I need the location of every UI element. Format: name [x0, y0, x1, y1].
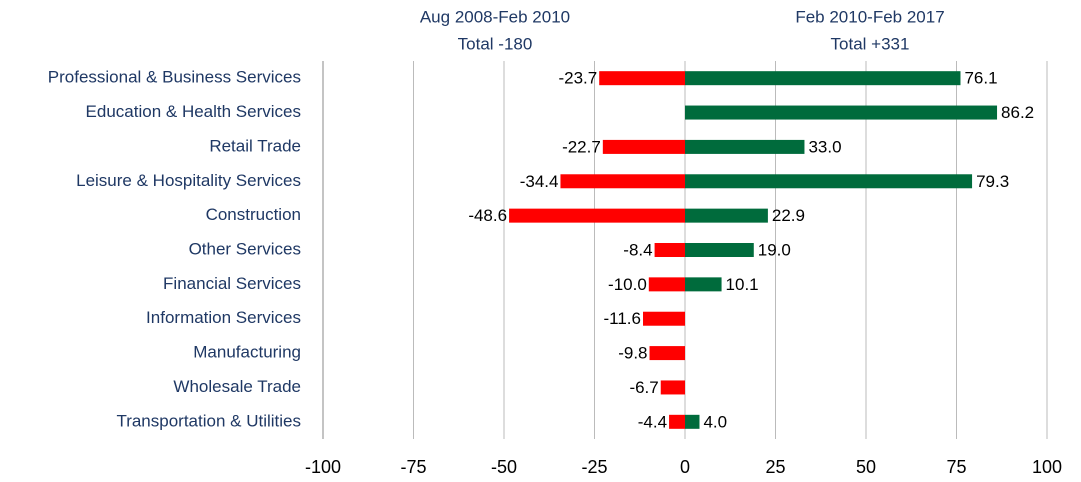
- category-label: Retail Trade: [209, 136, 301, 155]
- value-label: -11.6: [604, 309, 642, 328]
- bar: [685, 139, 805, 154]
- value-label: -10.0: [608, 275, 647, 294]
- bar: [685, 208, 768, 223]
- bar: [509, 208, 685, 223]
- bar: [649, 346, 685, 361]
- series-total: Total -180: [458, 34, 533, 53]
- value-label: 10.1: [726, 275, 759, 294]
- category-label: Leisure & Hospitality Services: [76, 171, 301, 190]
- category-label: Other Services: [189, 239, 301, 258]
- value-label: -34.4: [520, 172, 559, 191]
- bar: [685, 105, 998, 120]
- category-label: Wholesale Trade: [173, 377, 301, 396]
- series-total: Total +331: [831, 34, 910, 53]
- value-label: 79.3: [976, 172, 1009, 191]
- x-tick-label: 100: [1032, 457, 1062, 477]
- bar: [669, 414, 685, 429]
- category-label: Transportation & Utilities: [116, 411, 301, 430]
- value-label: 22.9: [772, 206, 805, 225]
- category-label: Financial Services: [163, 274, 301, 293]
- bar: [648, 277, 685, 292]
- x-tick-label: -75: [400, 457, 426, 477]
- bar: [685, 243, 754, 257]
- value-label: 19.0: [758, 240, 791, 259]
- value-label: -48.6: [468, 206, 507, 225]
- category-label: Manufacturing: [193, 343, 301, 362]
- category-label: Construction: [206, 205, 301, 224]
- value-label: -23.7: [558, 69, 597, 88]
- x-tick-label: 0: [680, 457, 690, 477]
- series-header: Feb 2010-Feb 2017: [795, 7, 944, 26]
- bar: [602, 139, 685, 154]
- value-label: 33.0: [808, 137, 841, 156]
- bar: [599, 71, 685, 86]
- category-label: Education & Health Services: [86, 102, 301, 121]
- value-label: -9.8: [618, 344, 647, 363]
- x-tick-label: -50: [491, 457, 517, 477]
- value-label: 4.0: [703, 412, 727, 431]
- bar: [560, 174, 685, 189]
- x-tick-label: -100: [305, 457, 341, 477]
- category-label: Information Services: [146, 308, 301, 327]
- bar: [685, 277, 722, 292]
- value-label: 76.1: [964, 69, 997, 88]
- value-label: -8.4: [623, 240, 652, 259]
- x-tick-label: -25: [581, 457, 607, 477]
- bar: [654, 243, 685, 257]
- category-label: Professional & Business Services: [48, 68, 301, 87]
- value-label: -4.4: [638, 412, 667, 431]
- value-label: -6.7: [629, 378, 658, 397]
- bar: [685, 414, 700, 429]
- x-tick-label: 25: [765, 457, 785, 477]
- series-header: Aug 2008-Feb 2010: [420, 7, 570, 26]
- value-label: 86.2: [1001, 103, 1034, 122]
- bar: [685, 71, 961, 86]
- x-tick-label: 50: [856, 457, 876, 477]
- bar: [685, 174, 973, 189]
- value-label: -22.7: [562, 137, 601, 156]
- bar: [643, 311, 685, 326]
- bar: [660, 380, 685, 395]
- x-tick-label: 75: [946, 457, 966, 477]
